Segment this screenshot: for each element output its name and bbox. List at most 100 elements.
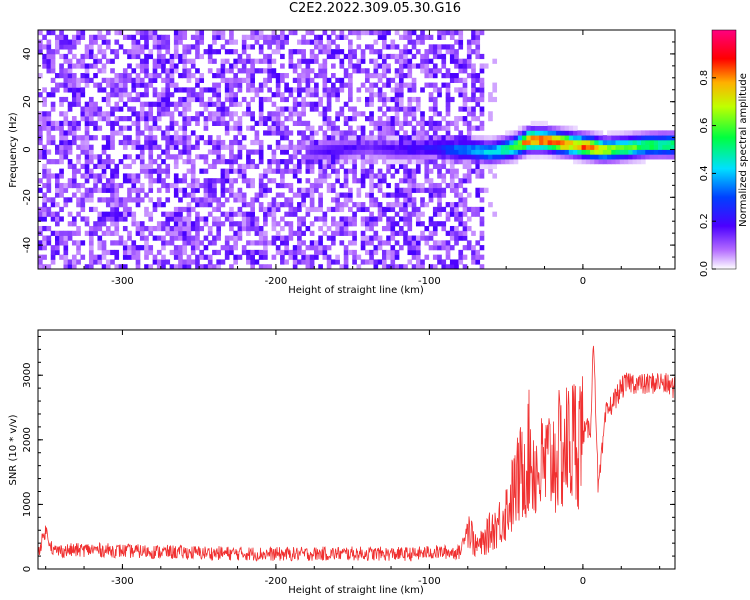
spectrogram-cell [390, 221, 396, 227]
spectrogram-cell [131, 178, 137, 184]
spectrogram-cell [250, 111, 255, 117]
spectrogram-cell [619, 135, 625, 141]
spectrogram-cell [250, 221, 255, 227]
spectrogram-cell [628, 154, 633, 160]
spectrogram-cell [59, 111, 64, 117]
spectrogram-cell [373, 149, 379, 155]
spectrogram-cell [233, 39, 238, 45]
spectrogram-cell [428, 125, 434, 131]
spectrogram-cell [97, 106, 103, 112]
spectrogram-cell [322, 120, 328, 126]
spectrogram-cell [454, 30, 459, 36]
spectrogram-cell [280, 182, 285, 189]
spectrogram-cell [46, 53, 52, 60]
spectrogram-cell [156, 101, 162, 107]
spectrogram-cell [156, 92, 162, 98]
spectrogram-cell [280, 135, 285, 141]
spectrogram-cell [224, 216, 230, 222]
spectrogram-cell [369, 149, 374, 155]
spectrogram-cell [449, 173, 455, 179]
spectrogram-cell [156, 63, 162, 69]
spectrogram-cell [301, 130, 306, 136]
spectrogram-cell [403, 211, 408, 217]
spectrogram-cell [636, 135, 642, 141]
spectrogram-cell [144, 116, 149, 122]
spectrogram-cell [38, 73, 43, 79]
spectrogram-cell [479, 139, 485, 146]
spectrogram-cell [203, 245, 209, 251]
spectrogram-cell [398, 159, 404, 165]
spectrogram-cell [297, 77, 302, 83]
spectrogram-cell [59, 230, 64, 236]
spectrogram-cell [182, 187, 188, 193]
spectrogram-cell [424, 135, 430, 141]
spectrogram-cell [492, 96, 498, 103]
spectrogram-cell [254, 230, 260, 236]
spectrogram-cell [428, 182, 434, 189]
spectrogram-cell [101, 149, 107, 155]
spectrogram-cell [403, 53, 408, 60]
spectrogram-cell [250, 216, 255, 222]
spectrogram-cell [67, 235, 73, 241]
spectrogram-cell [356, 125, 362, 131]
spectrogram-cell [233, 240, 238, 246]
spectrogram-cell [352, 216, 357, 222]
spectrogram-cell [271, 254, 277, 260]
spectrogram-cell [195, 230, 200, 236]
spectrogram-cell [386, 130, 391, 136]
spectrogram-cell [42, 254, 47, 260]
spectrogram-cell [148, 53, 154, 60]
spectrogram-cell [139, 101, 145, 107]
spectrogram-cell [42, 211, 47, 217]
spectrogram-cell [432, 221, 438, 227]
spectrogram-cell [547, 149, 553, 155]
spectrogram-cell [373, 125, 379, 131]
spectrogram-cell [195, 225, 200, 232]
spectrogram-cell [156, 259, 162, 265]
spectrogram-cell [322, 154, 328, 160]
spectrogram-cell [407, 168, 413, 174]
spectrogram-cell [207, 96, 213, 103]
spectrogram-cell [662, 144, 667, 150]
spectrogram-cell [403, 216, 408, 222]
spectrogram-cell [173, 30, 179, 36]
spectrogram-cell [364, 159, 370, 165]
spectrogram-cell [492, 139, 498, 146]
spectrogram-cell [458, 135, 464, 141]
spectrogram-cell [360, 202, 366, 208]
spectrogram-cell [220, 154, 226, 160]
spectrogram-cell [360, 221, 366, 227]
spectrogram-cell [63, 240, 69, 246]
spectrogram-cell [420, 235, 425, 241]
spectrogram-cell [105, 101, 111, 107]
spectrogram-cell [390, 206, 396, 213]
spectrogram-cell [152, 202, 158, 208]
spectrogram-cell [105, 230, 111, 236]
spectrogram-cell [71, 125, 77, 131]
spectrogram-cell [619, 149, 625, 155]
spectrogram-cell [483, 135, 489, 141]
spectrogram-cell [258, 116, 264, 122]
spectrogram-cell [424, 154, 430, 160]
spectrogram-cell [229, 92, 234, 98]
spectrogram-cell [59, 63, 64, 69]
spectrogram-cell [127, 34, 132, 40]
spectrogram-cell [602, 139, 608, 146]
spectrogram-cell [624, 135, 629, 141]
spectrogram-cell [398, 149, 404, 155]
spectrogram-cell [322, 73, 328, 79]
spectrogram-cell [364, 235, 370, 241]
spectrogram-cell [573, 159, 578, 165]
spectrogram-cell [377, 125, 383, 131]
spectrogram-cell [462, 106, 468, 112]
spectrogram-cell [326, 182, 332, 189]
spectrogram-cell [182, 73, 188, 79]
spectrogram-cell [233, 211, 238, 217]
spectrogram-cell [156, 168, 162, 174]
spectrogram-cell [280, 249, 285, 256]
spectrogram-cell [394, 87, 400, 93]
spectrogram-cell [195, 30, 200, 36]
spectrogram-cell [348, 58, 353, 64]
spectrogram-cell [322, 230, 328, 236]
spectrogram-cell [301, 259, 306, 265]
